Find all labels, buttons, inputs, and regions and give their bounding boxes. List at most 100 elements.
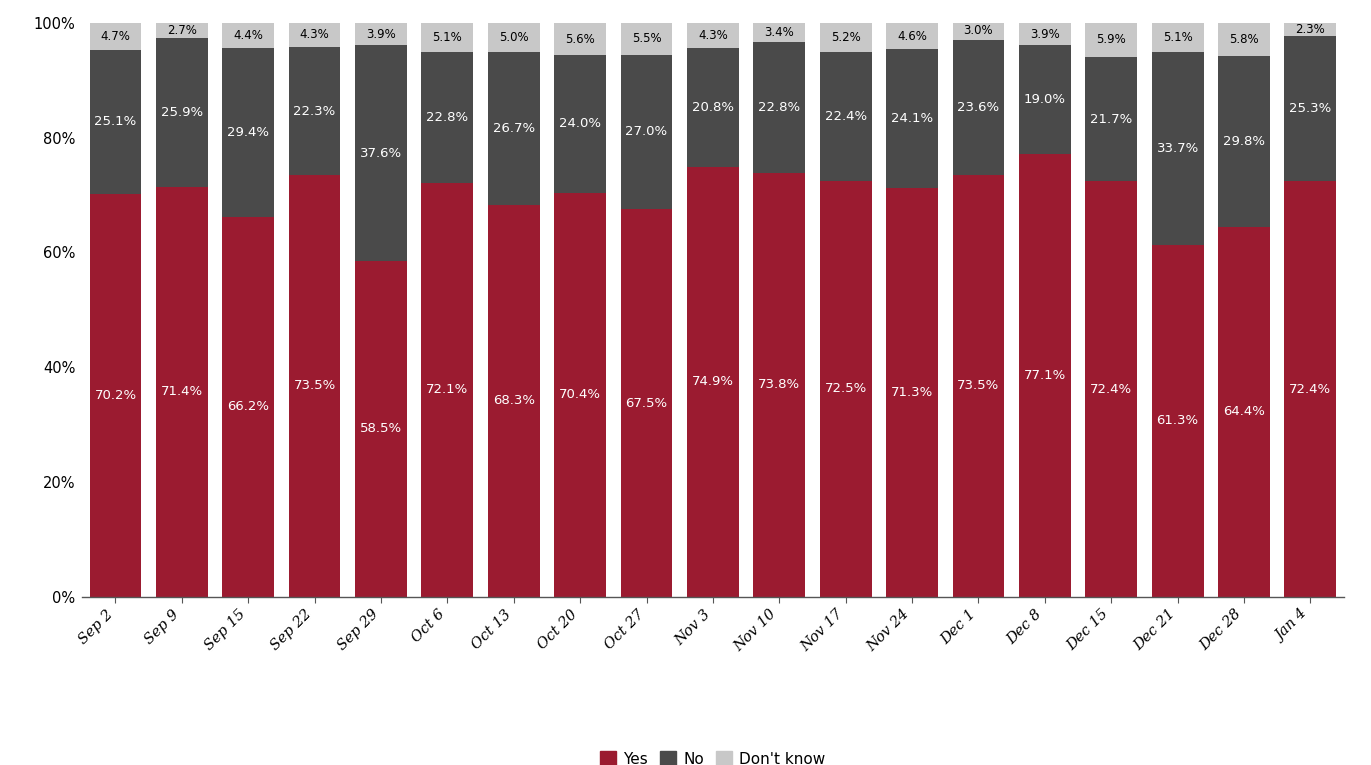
Bar (687, 23, 739, 47)
Text: 4.7%: 4.7% (100, 30, 130, 43)
Text: 20.8%: 20.8% (692, 101, 733, 114)
Text: 5.5%: 5.5% (632, 32, 661, 45)
Text: 4.4%: 4.4% (233, 29, 263, 42)
Bar (89, 50, 141, 194)
Text: 66.2%: 66.2% (228, 400, 269, 413)
Bar (488, 23, 540, 52)
Bar (554, 23, 606, 55)
Bar (421, 23, 473, 52)
Text: 5.8%: 5.8% (1230, 33, 1259, 46)
Bar (355, 45, 407, 261)
Text: 29.4%: 29.4% (228, 126, 269, 139)
Bar (355, 261, 407, 597)
Text: 5.6%: 5.6% (565, 33, 595, 45)
Text: 22.8%: 22.8% (426, 111, 469, 124)
Text: 5.9%: 5.9% (1097, 34, 1126, 47)
Bar (289, 47, 340, 175)
Text: 23.6%: 23.6% (957, 101, 999, 114)
Bar (1285, 23, 1337, 36)
Bar (886, 49, 938, 187)
Bar (554, 193, 606, 597)
Bar (953, 175, 1005, 597)
Bar (222, 23, 274, 48)
Text: 72.4%: 72.4% (1090, 382, 1132, 396)
Text: 72.4%: 72.4% (1289, 382, 1331, 396)
Text: 64.4%: 64.4% (1223, 405, 1265, 418)
Text: 24.1%: 24.1% (891, 112, 934, 125)
Bar (953, 22, 1005, 40)
Bar (886, 187, 938, 597)
Text: 5.1%: 5.1% (432, 31, 462, 44)
Bar (621, 54, 672, 210)
Bar (886, 23, 938, 50)
Bar (820, 22, 872, 52)
Text: 70.4%: 70.4% (559, 389, 600, 401)
Text: 3.4%: 3.4% (765, 26, 794, 39)
Text: 73.5%: 73.5% (293, 379, 336, 392)
Bar (156, 187, 208, 597)
Bar (421, 183, 473, 597)
Bar (621, 210, 672, 597)
Text: 22.4%: 22.4% (824, 110, 866, 123)
Bar (754, 174, 805, 597)
Bar (1285, 36, 1337, 181)
Bar (1285, 181, 1337, 597)
Bar (754, 42, 805, 174)
Bar (1217, 227, 1270, 597)
Bar (754, 23, 805, 43)
Text: 22.3%: 22.3% (293, 105, 336, 118)
Bar (1086, 57, 1137, 181)
Text: 25.9%: 25.9% (160, 106, 203, 119)
Text: 33.7%: 33.7% (1157, 142, 1198, 155)
Bar (820, 181, 872, 597)
Text: 2.3%: 2.3% (1296, 23, 1326, 36)
Bar (421, 52, 473, 183)
Bar (289, 22, 340, 47)
Text: 61.3%: 61.3% (1157, 415, 1198, 428)
Bar (554, 55, 606, 193)
Text: 22.8%: 22.8% (758, 102, 801, 114)
Text: 29.8%: 29.8% (1223, 135, 1265, 148)
Bar (820, 52, 872, 181)
Bar (156, 38, 208, 187)
Text: 25.3%: 25.3% (1289, 103, 1331, 116)
Text: 71.3%: 71.3% (891, 386, 934, 399)
Bar (1152, 52, 1204, 245)
Text: 5.2%: 5.2% (831, 31, 861, 44)
Text: 72.5%: 72.5% (824, 382, 866, 396)
Text: 24.0%: 24.0% (559, 118, 600, 130)
Bar (687, 167, 739, 597)
Bar (621, 23, 672, 54)
Bar (289, 175, 340, 597)
Bar (687, 47, 739, 167)
Bar (1019, 23, 1071, 45)
Text: 58.5%: 58.5% (361, 422, 402, 435)
Text: 77.1%: 77.1% (1024, 369, 1067, 382)
Text: 72.1%: 72.1% (426, 383, 469, 396)
Text: 3.0%: 3.0% (964, 24, 993, 37)
Bar (1217, 23, 1270, 57)
Text: 5.0%: 5.0% (499, 31, 529, 44)
Text: 73.8%: 73.8% (758, 379, 801, 392)
Text: 4.3%: 4.3% (698, 29, 728, 42)
Text: 26.7%: 26.7% (492, 122, 535, 135)
Text: 21.7%: 21.7% (1090, 112, 1132, 125)
Legend: Yes, No, Don't know: Yes, No, Don't know (595, 745, 831, 765)
Text: 27.0%: 27.0% (625, 125, 668, 138)
Text: 4.6%: 4.6% (897, 30, 927, 43)
Bar (1152, 245, 1204, 597)
Text: 67.5%: 67.5% (625, 396, 668, 409)
Bar (156, 23, 208, 38)
Text: 73.5%: 73.5% (957, 379, 999, 392)
Text: 74.9%: 74.9% (692, 376, 733, 389)
Text: 5.1%: 5.1% (1163, 31, 1193, 44)
Bar (488, 52, 540, 205)
Bar (89, 23, 141, 50)
Text: 3.9%: 3.9% (1030, 28, 1060, 41)
Text: 2.7%: 2.7% (167, 24, 197, 37)
Text: 25.1%: 25.1% (95, 116, 137, 129)
Text: 19.0%: 19.0% (1024, 93, 1065, 106)
Bar (1152, 22, 1204, 52)
Bar (355, 23, 407, 45)
Bar (1217, 57, 1270, 227)
